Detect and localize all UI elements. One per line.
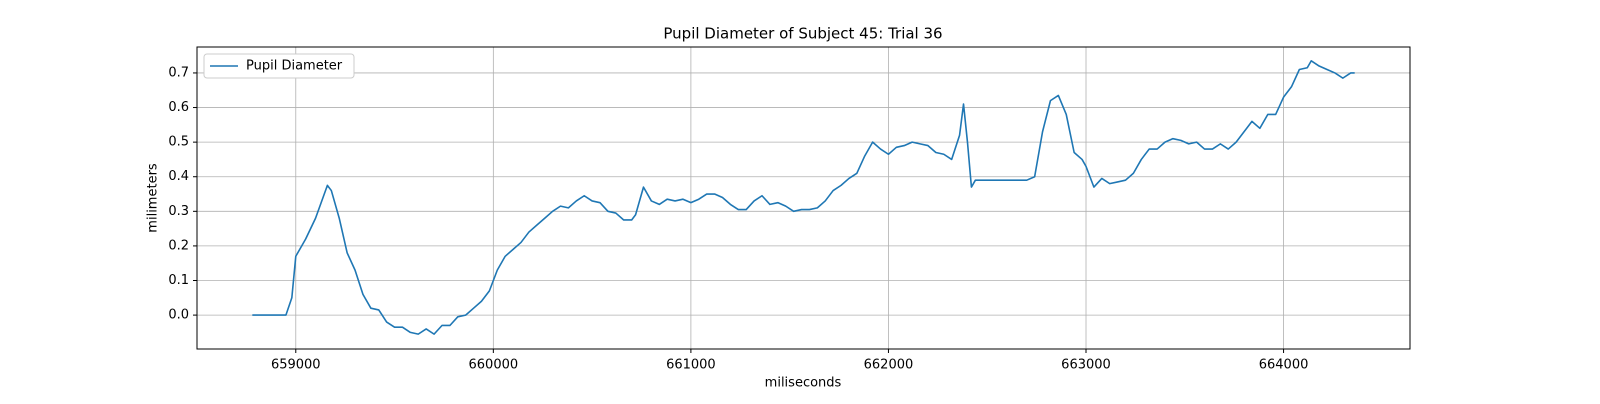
data-line — [252, 60, 1355, 335]
x-tick-label: 662000 — [864, 358, 914, 373]
y-tick-label: 0.6 — [168, 100, 189, 115]
chart-title: Pupil Diameter of Subject 45: Trial 36 — [663, 25, 942, 43]
y-tick-label: 0.1 — [168, 273, 189, 288]
legend: Pupil Diameter — [203, 53, 355, 79]
x-axis-label: miliseconds — [765, 376, 842, 391]
x-tick-label: 661000 — [666, 358, 716, 373]
y-tick-label: 0.4 — [168, 169, 189, 184]
y-tick-label: 0.5 — [168, 135, 189, 150]
y-tick-label: 0.0 — [168, 308, 189, 323]
y-axis-label: milimeters — [146, 163, 161, 233]
plot-frame — [196, 46, 1411, 350]
y-tick-label: 0.7 — [168, 65, 189, 80]
x-tick-label: 663000 — [1061, 358, 1111, 373]
x-tick-label: 659000 — [271, 358, 321, 373]
y-tick-label: 0.3 — [168, 204, 189, 219]
legend-label: Pupil Diameter — [246, 59, 343, 74]
x-tick-label: 660000 — [469, 358, 519, 373]
legend-box — [203, 53, 355, 79]
x-tick-label: 664000 — [1259, 358, 1309, 373]
y-tick-label: 0.2 — [168, 238, 189, 253]
